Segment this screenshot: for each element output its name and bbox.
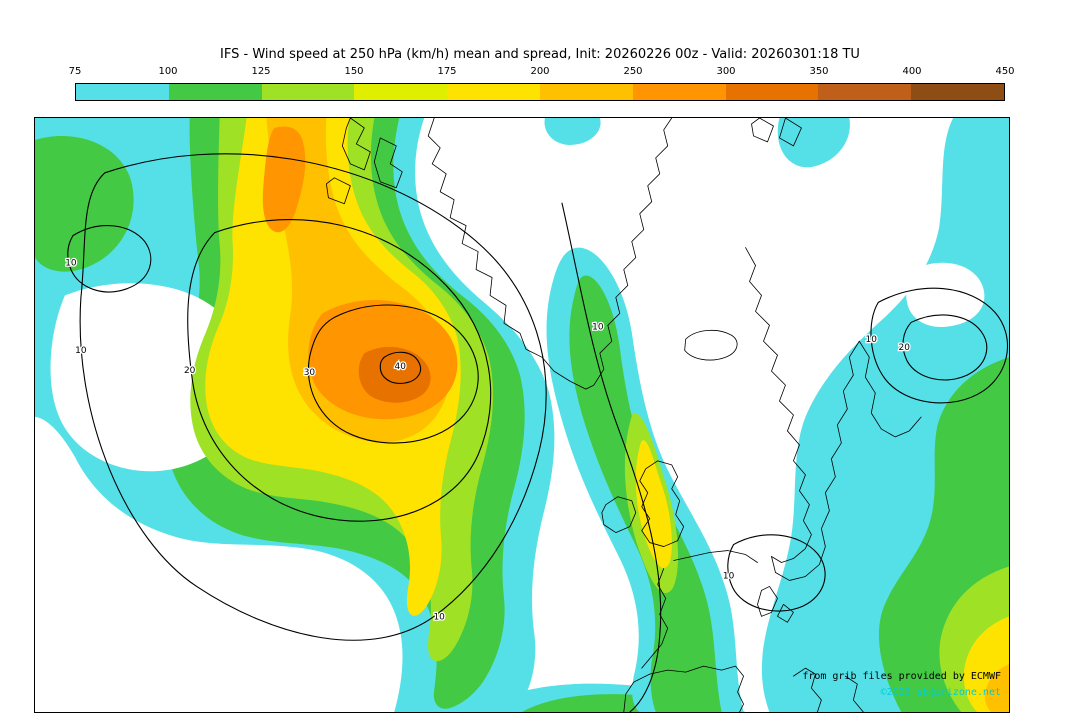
colorbar-segment xyxy=(632,84,726,100)
colorbar-segment xyxy=(261,84,355,100)
colorbar-tick-label: 250 xyxy=(623,66,643,77)
spread-contours xyxy=(67,153,1008,712)
contour-label: 20 xyxy=(899,343,911,353)
colorbar-tick-label: 150 xyxy=(344,66,364,77)
colorbar-segment xyxy=(911,84,1004,100)
attribution-line1: from grib files provided by ECMWF xyxy=(802,671,1001,682)
colorbar-segment xyxy=(725,84,819,100)
colorbar-tick-labels: 75 100 125 150 175 200 250 300 350 400 450 xyxy=(69,66,1015,79)
colorbar-segment xyxy=(168,84,262,100)
contour-label: 20 xyxy=(184,366,196,376)
colorbar-tick-label: 175 xyxy=(437,66,457,77)
colorbar-segment xyxy=(818,84,912,100)
colorbar-gradient xyxy=(75,83,1005,101)
colorbar-tick-label: 300 xyxy=(716,66,736,77)
colorbar-tick-label: 100 xyxy=(158,66,178,77)
colorbar-segment xyxy=(539,84,633,100)
contour-label: 10 xyxy=(592,322,604,332)
attribution-line2: ©2026 sb@irizone.net xyxy=(880,687,1001,698)
colorbar-tick-label: 350 xyxy=(809,66,829,77)
colorbar-tick-label: 125 xyxy=(251,66,271,77)
spread-contour-labels: 10 20 30 40 10 10 20 10 10 10 xyxy=(64,257,911,623)
colorbar-segment xyxy=(76,84,169,100)
colorbar-tick-label: 200 xyxy=(530,66,550,77)
colorbar-tick-label: 75 xyxy=(68,66,82,77)
wind-map-svg: 10 20 30 40 10 10 20 10 10 10 xyxy=(35,118,1009,712)
colorbar-segment xyxy=(447,84,540,100)
colorbar-segment xyxy=(354,84,448,100)
contour-label: 10 xyxy=(75,346,87,356)
wind-speed-shading xyxy=(35,118,1009,712)
contour-label: 30 xyxy=(304,368,316,378)
map-area: 10 20 30 40 10 10 20 10 10 10 from grib files pro… xyxy=(34,117,1010,713)
colorbar-tick-label: 450 xyxy=(995,66,1015,77)
colorbar-tick-label: 400 xyxy=(902,66,922,77)
coastlines xyxy=(326,118,922,712)
contour-label: 10 xyxy=(65,259,77,269)
contour-label: 10 xyxy=(866,335,878,345)
contour-label: 40 xyxy=(395,362,407,372)
chart-title: IFS - Wind speed at 250 hPa (km/h) mean … xyxy=(220,47,860,62)
contour-label: 10 xyxy=(433,612,445,622)
contour-label: 10 xyxy=(723,571,735,581)
